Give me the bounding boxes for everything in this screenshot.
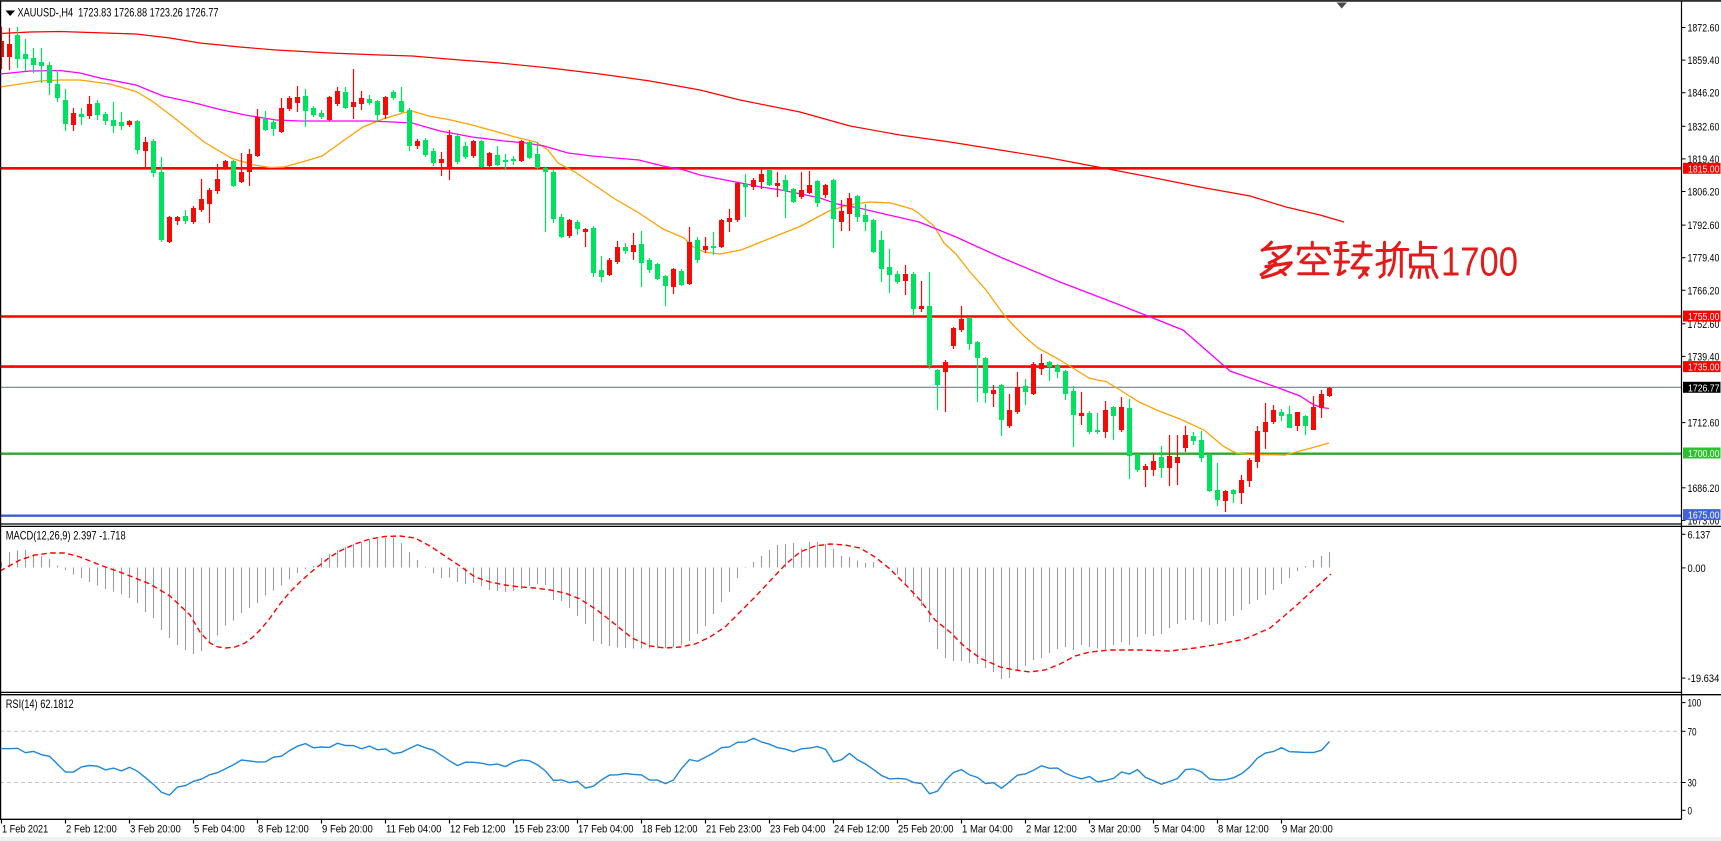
svg-text:17 Feb 04:00: 17 Feb 04:00 bbox=[578, 824, 633, 836]
svg-text:1872.60: 1872.60 bbox=[1688, 23, 1720, 35]
svg-text:11 Feb 04:00: 11 Feb 04:00 bbox=[386, 824, 441, 836]
svg-text:23 Feb 04:00: 23 Feb 04:00 bbox=[770, 824, 825, 836]
svg-text:1700.00: 1700.00 bbox=[1688, 448, 1720, 460]
svg-text:1846.20: 1846.20 bbox=[1688, 88, 1720, 100]
svg-text:8 Mar 12:00: 8 Mar 12:00 bbox=[1218, 824, 1269, 836]
svg-text:1815.00: 1815.00 bbox=[1688, 163, 1720, 175]
svg-text:12 Feb 12:00: 12 Feb 12:00 bbox=[450, 824, 505, 836]
svg-text:0.00: 0.00 bbox=[1688, 563, 1706, 575]
svg-text:1726.77: 1726.77 bbox=[1688, 382, 1720, 394]
svg-text:1712.60: 1712.60 bbox=[1688, 418, 1720, 430]
svg-text:2 Mar 12:00: 2 Mar 12:00 bbox=[1026, 824, 1077, 836]
svg-text:1675.00: 1675.00 bbox=[1688, 510, 1720, 522]
svg-text:1752.60: 1752.60 bbox=[1688, 319, 1720, 331]
svg-text:30: 30 bbox=[1688, 778, 1697, 790]
svg-text:RSI(14) 62.1812: RSI(14) 62.1812 bbox=[6, 697, 74, 711]
svg-text:15 Feb 23:00: 15 Feb 23:00 bbox=[514, 824, 569, 836]
svg-text:70: 70 bbox=[1688, 726, 1697, 738]
svg-text:1755.00: 1755.00 bbox=[1688, 311, 1720, 323]
svg-text:1792.60: 1792.60 bbox=[1688, 220, 1720, 232]
svg-text:1735.00: 1735.00 bbox=[1688, 362, 1720, 374]
svg-text:-19.634: -19.634 bbox=[1688, 673, 1720, 685]
svg-text:MACD(12,26,9) 2.397 -1.718: MACD(12,26,9) 2.397 -1.718 bbox=[6, 529, 126, 543]
svg-text:5 Feb 04:00: 5 Feb 04:00 bbox=[194, 824, 245, 836]
svg-text:100: 100 bbox=[1688, 698, 1702, 710]
svg-text:9 Mar 20:00: 9 Mar 20:00 bbox=[1282, 824, 1333, 836]
svg-text:24 Feb 12:00: 24 Feb 12:00 bbox=[834, 824, 889, 836]
svg-text:1 Feb 2021: 1 Feb 2021 bbox=[2, 824, 48, 836]
svg-text:3 Mar 20:00: 3 Mar 20:00 bbox=[1090, 824, 1141, 836]
svg-text:25 Feb 20:00: 25 Feb 20:00 bbox=[898, 824, 953, 836]
svg-text:8 Feb 12:00: 8 Feb 12:00 bbox=[258, 824, 309, 836]
svg-text:6.137: 6.137 bbox=[1688, 529, 1711, 541]
svg-text:21 Feb 23:00: 21 Feb 23:00 bbox=[706, 824, 761, 836]
svg-text:1686.20: 1686.20 bbox=[1688, 483, 1720, 495]
svg-text:0: 0 bbox=[1688, 805, 1693, 817]
svg-text:9 Feb 20:00: 9 Feb 20:00 bbox=[322, 824, 373, 836]
svg-text:2 Feb 12:00: 2 Feb 12:00 bbox=[66, 824, 117, 836]
svg-text:XAUUSD-,H4 1723.83 1726.88 17: XAUUSD-,H4 1723.83 1726.88 1723.26 1726.… bbox=[18, 6, 219, 20]
svg-text:1700: 1700 bbox=[1441, 239, 1518, 285]
svg-text:18 Feb 12:00: 18 Feb 12:00 bbox=[642, 824, 697, 836]
svg-text:5 Mar 04:00: 5 Mar 04:00 bbox=[1154, 824, 1205, 836]
svg-text:1806.20: 1806.20 bbox=[1688, 187, 1720, 199]
svg-text:1859.40: 1859.40 bbox=[1688, 55, 1720, 67]
svg-text:3 Feb 20:00: 3 Feb 20:00 bbox=[130, 824, 181, 836]
svg-text:1766.20: 1766.20 bbox=[1688, 285, 1720, 297]
svg-text:1832.60: 1832.60 bbox=[1688, 121, 1720, 133]
svg-text:1779.40: 1779.40 bbox=[1688, 253, 1720, 265]
svg-text:1 Mar 04:00: 1 Mar 04:00 bbox=[962, 824, 1013, 836]
svg-text:1739.40: 1739.40 bbox=[1688, 351, 1720, 363]
